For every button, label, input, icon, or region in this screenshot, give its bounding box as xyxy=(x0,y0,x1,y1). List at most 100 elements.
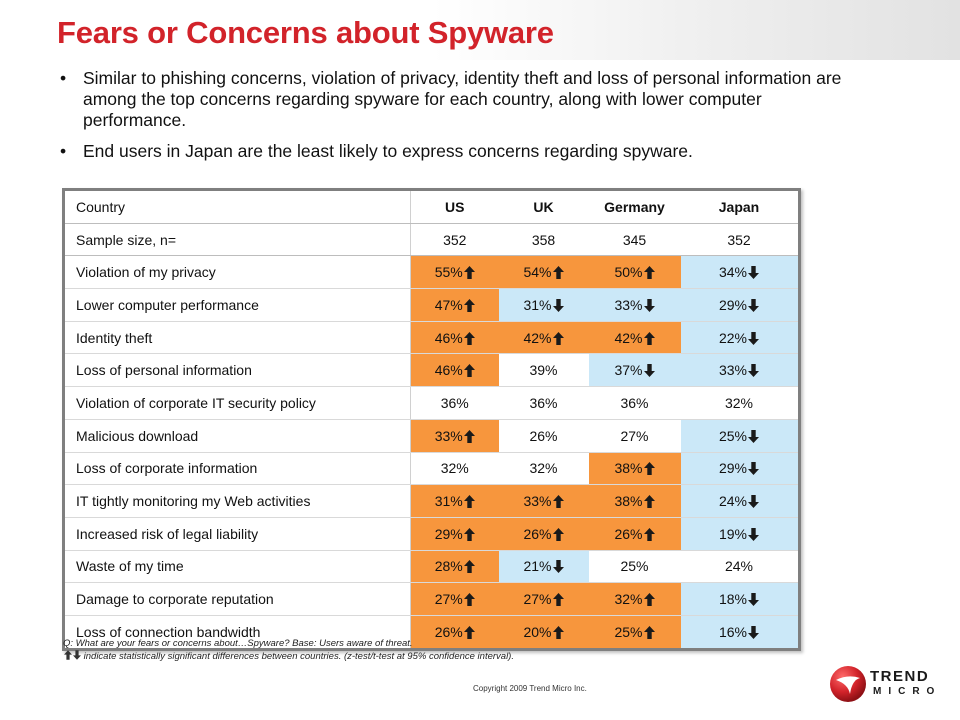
arrow-up-icon xyxy=(643,331,655,345)
cell-japan: 18% xyxy=(680,582,798,616)
cell-value: 25% xyxy=(614,623,643,640)
sample-size-label: Sample size, n= xyxy=(65,223,411,257)
cell-value: 47% xyxy=(434,296,463,313)
table-header-row: Country US UK Germany Japan xyxy=(65,191,798,224)
table-row: Identity theft 46% 42% 42% 22% xyxy=(65,321,798,355)
arrow-up-icon xyxy=(463,625,475,639)
row-label: IT tightly monitoring my Web activities xyxy=(65,484,411,518)
cell-value: 50% xyxy=(614,264,643,281)
arrow-down-icon xyxy=(748,527,760,541)
cell-japan: 24% xyxy=(680,484,798,518)
cell-value: 34% xyxy=(718,264,748,281)
cell-value: 29% xyxy=(434,525,463,542)
cell-value: 19% xyxy=(718,525,748,542)
arrow-down-icon xyxy=(748,593,760,607)
arrow-down-icon xyxy=(748,266,760,280)
trend-micro-logo: TREND MICRO xyxy=(828,662,954,708)
cell-japan: 25% xyxy=(680,419,798,453)
row-label: Loss of corporate information xyxy=(65,452,411,486)
cell-value: 26% xyxy=(523,525,552,542)
arrow-up-icon xyxy=(463,331,475,345)
cell-value: 46% xyxy=(434,362,463,379)
cell-uk: 26% xyxy=(498,419,589,453)
cell-value: 38% xyxy=(614,460,643,477)
cell-us: 32% xyxy=(410,452,499,486)
row-label: Violation of my privacy xyxy=(65,255,411,290)
cell-value: 26% xyxy=(529,427,558,444)
bullet-text: Similar to phishing concerns, violation … xyxy=(83,68,842,130)
cell-japan: 29% xyxy=(680,288,798,322)
arrow-up-icon xyxy=(463,266,475,280)
cell-japan: 34% xyxy=(680,255,798,290)
cell-japan: 24% xyxy=(680,550,798,584)
cell-value: 22% xyxy=(718,329,748,346)
bullet-item: • Similar to phishing concerns, violatio… xyxy=(60,68,850,131)
table-row: Malicious download 33% 26% 27% 25% xyxy=(65,419,798,453)
cell-uk: 33% xyxy=(498,484,589,518)
arrow-up-icon xyxy=(552,266,564,280)
arrow-up-icon xyxy=(463,298,475,312)
cell-value: 39% xyxy=(529,362,558,379)
cell-value: 25% xyxy=(718,427,748,444)
arrow-up-icon xyxy=(643,625,655,639)
cell-value: 27% xyxy=(434,591,463,608)
arrow-down-icon xyxy=(748,495,760,509)
cell-uk: 54% xyxy=(498,255,589,290)
cell-japan: 19% xyxy=(680,517,798,551)
cell-uk: 36% xyxy=(498,386,589,420)
cell-value: 18% xyxy=(718,591,748,608)
header-country-label: Country xyxy=(65,191,411,224)
cell-germany: 36% xyxy=(588,386,681,420)
cell-value: 42% xyxy=(523,329,552,346)
cell-uk: 20% xyxy=(498,615,589,648)
cell-us: 55% xyxy=(410,255,499,290)
arrow-up-icon xyxy=(463,364,475,378)
cell-value: 33% xyxy=(614,296,643,313)
cell-value: 36% xyxy=(529,394,558,411)
cell-us: 47% xyxy=(410,288,499,322)
arrow-down-icon xyxy=(748,298,760,312)
arrow-up-icon xyxy=(643,266,655,280)
cell-germany: 25% xyxy=(588,615,681,648)
cell-value: 55% xyxy=(434,264,463,281)
arrow-down-icon xyxy=(748,429,760,443)
cell-germany: 33% xyxy=(588,288,681,322)
cell-us: 29% xyxy=(410,517,499,551)
table-row: Violation of my privacy 55% 54% 50% 34% xyxy=(65,255,798,290)
cell-us: 27% xyxy=(410,582,499,616)
cell-japan: 33% xyxy=(680,353,798,388)
cell-germany: 25% xyxy=(588,550,681,584)
arrow-down-icon xyxy=(643,298,655,312)
cell-uk: 42% xyxy=(498,321,589,355)
row-label: Waste of my time xyxy=(65,550,411,584)
cell-value: 33% xyxy=(718,362,748,379)
cell-value: 33% xyxy=(523,493,552,510)
trend-micro-ball-icon xyxy=(830,666,866,702)
cell-uk: 31% xyxy=(498,288,589,322)
cell-value: 20% xyxy=(523,623,552,640)
concerns-table: Country US UK Germany Japan Sample size,… xyxy=(62,188,801,651)
column-header-uk: UK xyxy=(498,191,589,224)
cell-value: 32% xyxy=(529,460,558,477)
arrow-down-icon xyxy=(552,560,564,574)
table-row: Lower computer performance 47% 31% 33% 29% xyxy=(65,288,798,322)
cell-us: 26% xyxy=(410,615,499,648)
cell-uk: 39% xyxy=(498,353,589,388)
cell-value: 32% xyxy=(440,460,469,477)
arrow-down-icon xyxy=(643,364,655,378)
footnote-legend-text: indicate statistically significant diffe… xyxy=(81,651,514,662)
cell-japan: 29% xyxy=(680,452,798,486)
row-label: Lower computer performance xyxy=(65,288,411,322)
bullet-glyph: • xyxy=(60,68,67,88)
cell-us: 33% xyxy=(410,419,499,453)
cell-value: 24% xyxy=(724,558,754,575)
cell-germany: 38% xyxy=(588,452,681,486)
column-header-germany: Germany xyxy=(588,191,681,224)
cell-germany: 38% xyxy=(588,484,681,518)
bullet-list: • Similar to phishing concerns, violatio… xyxy=(60,68,850,172)
logo-text-trend: TREND xyxy=(870,668,930,685)
cell-us: 31% xyxy=(410,484,499,518)
cell-value: 54% xyxy=(523,264,552,281)
table-row: Violation of corporate IT security polic… xyxy=(65,386,798,420)
sample-size-uk: 358 xyxy=(498,223,589,257)
